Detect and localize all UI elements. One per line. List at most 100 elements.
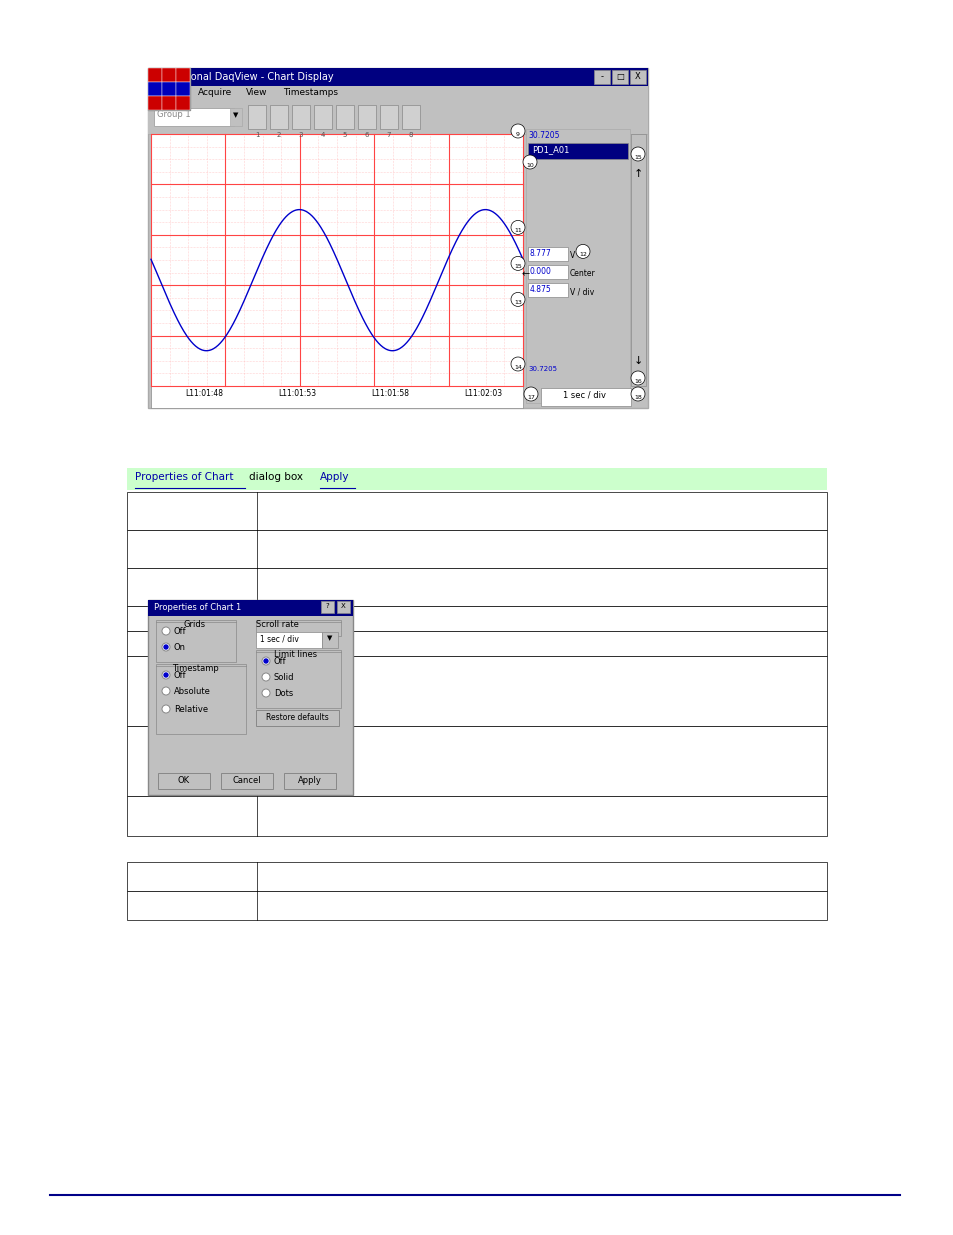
Circle shape <box>522 156 537 169</box>
Circle shape <box>630 370 644 385</box>
Text: Relative: Relative <box>173 705 208 714</box>
Text: 1 sec / div: 1 sec / div <box>260 634 298 643</box>
Text: 12: 12 <box>578 252 586 257</box>
Bar <box>175 82 190 96</box>
Text: ←: ← <box>521 269 530 279</box>
Text: 1: 1 <box>254 132 259 138</box>
Bar <box>629 70 645 84</box>
Text: 13: 13 <box>514 300 521 305</box>
Text: -: - <box>599 72 603 82</box>
Text: L11:01:48: L11:01:48 <box>185 389 223 398</box>
Text: Scroll rate: Scroll rate <box>255 620 298 629</box>
Bar <box>148 68 162 82</box>
Circle shape <box>164 645 168 650</box>
Bar <box>148 82 162 96</box>
Bar <box>221 773 273 789</box>
Bar <box>336 601 350 613</box>
Text: Acquire: Acquire <box>198 88 232 98</box>
Text: 0.000: 0.000 <box>530 268 551 277</box>
Bar <box>255 620 340 636</box>
Bar <box>127 797 826 836</box>
Text: Off: Off <box>173 671 187 680</box>
Bar <box>148 96 162 110</box>
Circle shape <box>262 657 270 664</box>
Text: Off: Off <box>173 627 187 636</box>
Text: 16: 16 <box>634 379 641 384</box>
Text: 15: 15 <box>634 156 641 161</box>
Bar <box>357 105 375 128</box>
Bar <box>127 530 826 568</box>
Text: Properties of Chart 1: Properties of Chart 1 <box>153 603 241 613</box>
Bar <box>148 68 190 110</box>
Text: Absolute: Absolute <box>173 687 211 697</box>
Circle shape <box>511 357 524 370</box>
Bar <box>162 82 175 96</box>
Bar <box>270 105 288 128</box>
Bar <box>127 890 826 920</box>
Bar <box>127 492 826 530</box>
Bar <box>379 105 397 128</box>
Bar <box>148 600 353 616</box>
Bar <box>175 68 190 82</box>
Bar <box>127 862 826 890</box>
Bar <box>255 632 322 648</box>
Text: Dots: Dots <box>274 689 293 698</box>
Circle shape <box>511 124 524 138</box>
Bar <box>401 105 419 128</box>
Circle shape <box>264 659 268 663</box>
Bar <box>127 568 826 606</box>
Text: 5: 5 <box>342 132 347 138</box>
Text: Limit lines: Limit lines <box>274 650 316 659</box>
Bar <box>612 70 627 84</box>
Circle shape <box>576 245 589 258</box>
Text: ↑: ↑ <box>633 169 642 179</box>
Bar <box>527 247 567 262</box>
Bar <box>527 143 627 159</box>
Text: L11:01:53: L11:01:53 <box>278 389 316 398</box>
Text: Chart: Chart <box>156 88 181 98</box>
Bar <box>148 68 647 408</box>
Circle shape <box>162 671 170 679</box>
Text: Properties of Chart: Properties of Chart <box>135 472 233 482</box>
Text: 17: 17 <box>526 395 535 400</box>
Text: View: View <box>246 88 267 98</box>
Bar <box>148 103 647 135</box>
Bar <box>127 726 826 797</box>
Text: Apply: Apply <box>297 776 321 785</box>
Text: X: X <box>635 72 640 82</box>
Bar <box>540 388 630 406</box>
Text: 30.7205: 30.7205 <box>527 366 557 372</box>
Text: Apply: Apply <box>319 472 349 482</box>
Text: V / div: V / div <box>569 288 594 296</box>
Text: □: □ <box>616 72 623 82</box>
Text: PD1_A01: PD1_A01 <box>532 144 569 154</box>
Circle shape <box>630 147 644 161</box>
Bar <box>314 105 332 128</box>
Text: Cancel: Cancel <box>233 776 261 785</box>
Bar <box>230 107 242 126</box>
Text: ▼: ▼ <box>233 112 238 119</box>
Text: L11:02:03: L11:02:03 <box>464 389 502 398</box>
Bar <box>284 773 335 789</box>
Bar <box>335 105 354 128</box>
Text: 9: 9 <box>516 132 519 137</box>
Text: Off: Off <box>274 657 286 666</box>
Bar <box>255 650 340 708</box>
Bar <box>151 135 522 387</box>
Bar <box>156 620 235 662</box>
Circle shape <box>162 627 170 635</box>
Text: 3: 3 <box>298 132 303 138</box>
Bar <box>255 710 338 726</box>
Bar <box>127 631 826 656</box>
Circle shape <box>164 673 168 677</box>
Bar <box>148 86 647 103</box>
Bar <box>156 664 246 734</box>
Text: 30.7205: 30.7205 <box>527 131 558 140</box>
Circle shape <box>262 689 270 697</box>
Circle shape <box>262 673 270 680</box>
Text: V: V <box>569 252 575 261</box>
Bar <box>150 70 164 84</box>
Text: 6: 6 <box>364 132 369 138</box>
Text: 14: 14 <box>514 366 521 370</box>
Text: 18: 18 <box>634 395 641 400</box>
